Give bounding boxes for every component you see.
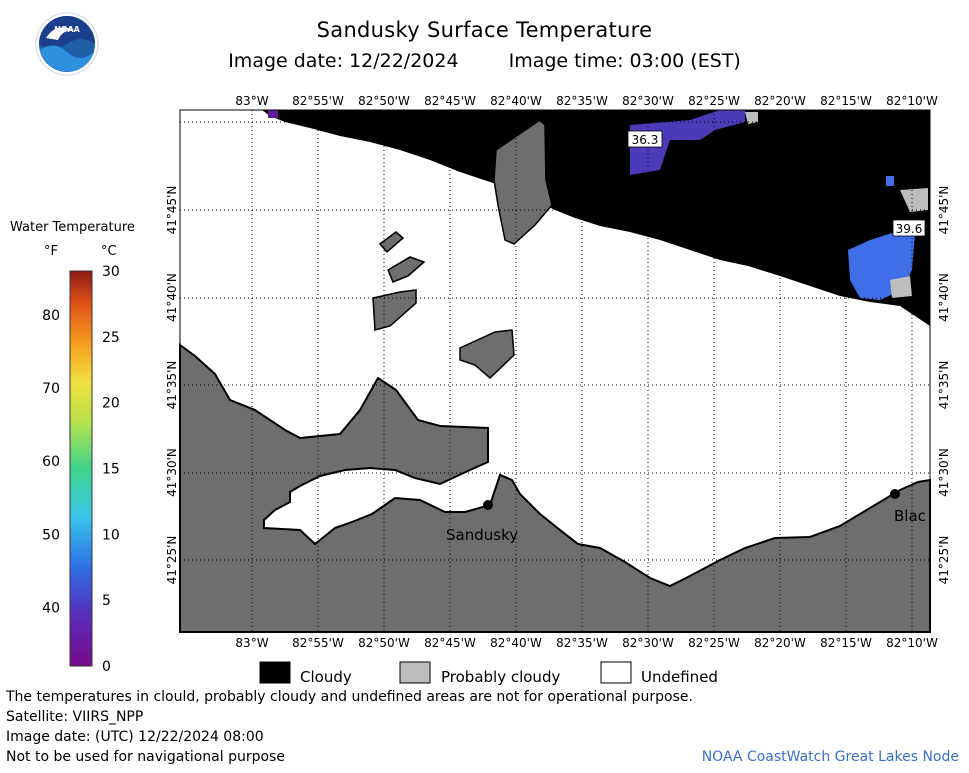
latitude-labels-left: 41°45'N 41°40'N 41°35'N 41°30'N 41°25'N: [165, 186, 179, 585]
longitude-label: 82°20'W: [754, 636, 806, 650]
legend-title: Water Temperature: [10, 220, 135, 235]
footer-utc-date: Image date: (UTC) 12/22/2024 08:00: [6, 729, 264, 745]
probably-cloudy-patch: [745, 112, 758, 124]
node-credit: NOAA CoastWatch Great Lakes Node: [701, 749, 959, 765]
island: [378, 231, 405, 254]
map-title: Sandusky Surface Temperature: [316, 18, 653, 42]
celsius-tick: 25: [102, 330, 120, 346]
longitude-label: 82°20'W: [754, 94, 806, 108]
longitude-label: 82°45'W: [424, 94, 476, 108]
footer-satellite: Satellite: VIIRS_NPP: [6, 709, 144, 725]
key-cloudy: Cloudy: [300, 668, 352, 686]
unit-celsius: °C: [101, 244, 117, 259]
map-area: [179, 109, 931, 633]
image-date: Image date: 12/22/2024: [228, 50, 459, 72]
latitude-label: 41°30'N: [165, 448, 179, 497]
undefined-swatch: [600, 661, 632, 684]
celsius-tick: 10: [102, 527, 120, 543]
longitude-label: 82°45'W: [424, 636, 476, 650]
probably-cloudy-patch: [890, 276, 912, 298]
celsius-tick: 0: [102, 659, 111, 675]
place-blac: Blac: [894, 507, 926, 525]
fahrenheit-tick: 70: [42, 381, 60, 397]
probably-cloudy-swatch: [399, 661, 431, 684]
longitude-label: 82°30'W: [622, 636, 674, 650]
key-probably-cloudy: Probably cloudy: [441, 668, 561, 686]
longitude-label: 82°35'W: [556, 636, 608, 650]
longitude-labels-top: 83°W 82°55'W 82°50'W 82°45'W 82°40'W 82°35'W 8…: [235, 94, 938, 108]
fahrenheit-tick: 60: [42, 454, 60, 470]
latitude-label: 41°30'N: [937, 448, 951, 497]
longitude-label: 82°35'W: [556, 94, 608, 108]
latitude-label: 41°35'N: [937, 361, 951, 410]
probably-cloudy-patch: [900, 188, 928, 212]
longitude-label: 82°25'W: [688, 94, 740, 108]
blac-marker: [890, 489, 900, 499]
celsius-tick: 5: [102, 593, 111, 609]
longitude-label: 82°30'W: [622, 94, 674, 108]
celsius-tick: 20: [102, 396, 120, 412]
island-kelleys: [493, 119, 553, 245]
fahrenheit-ticks: 40 50 60 70 80: [42, 308, 60, 617]
fahrenheit-tick: 40: [42, 600, 60, 616]
unit-fahrenheit: °F: [44, 244, 58, 259]
longitude-label: 82°40'W: [490, 636, 542, 650]
image-time: Image time: 03:00 (EST): [508, 50, 741, 72]
water-temp-patch: [268, 110, 278, 118]
latitude-label: 41°40'N: [937, 273, 951, 322]
fahrenheit-tick: 50: [42, 527, 60, 543]
fahrenheit-tick: 80: [42, 308, 60, 324]
latitude-label: 41°25'N: [937, 536, 951, 585]
temp-label-2: 39.6: [892, 219, 926, 237]
longitude-label: 83°W: [235, 94, 268, 108]
mainland: [179, 343, 931, 633]
longitude-label: 82°50'W: [358, 636, 410, 650]
longitude-label: 82°10'W: [886, 94, 938, 108]
noaa-logo: NOAA: [35, 12, 99, 76]
latitude-label: 41°45'N: [937, 186, 951, 235]
longitude-label: 82°40'W: [490, 94, 542, 108]
water-temp-patch: [630, 110, 745, 175]
temperature-colorbar: 40 50 60 70 80 0 5 10 15 20 25 30: [42, 264, 120, 675]
longitude-label: 82°55'W: [292, 94, 344, 108]
latitude-label: 41°25'N: [165, 536, 179, 585]
graticule: [180, 110, 930, 632]
place-sandusky: Sandusky: [446, 526, 518, 544]
sandusky-marker: [483, 500, 493, 510]
footer-navigation-note: Not to be used for navigational purpose: [6, 749, 285, 765]
longitude-label: 82°10'W: [886, 636, 938, 650]
celsius-tick: 15: [102, 462, 120, 478]
celsius-ticks: 0 5 10 15 20 25 30: [102, 264, 120, 675]
cloud-region: [262, 110, 930, 326]
island: [387, 256, 426, 283]
island: [372, 289, 417, 331]
latitude-label: 41°35'N: [165, 361, 179, 410]
longitude-label: 83°W: [235, 636, 268, 650]
svg-text:36.3: 36.3: [632, 133, 659, 147]
latitude-label: 41°45'N: [165, 186, 179, 235]
longitude-labels-bottom: 83°W 82°55'W 82°50'W 82°45'W 82°40'W 82°35'W 8…: [235, 636, 938, 650]
longitude-label: 82°50'W: [358, 94, 410, 108]
longitude-label: 82°55'W: [292, 636, 344, 650]
key-undefined: Undefined: [641, 668, 718, 686]
island: [459, 329, 515, 380]
latitude-label: 41°40'N: [165, 273, 179, 322]
water-temp-patch: [886, 176, 894, 186]
longitude-label: 82°15'W: [820, 636, 872, 650]
longitude-label: 82°25'W: [688, 636, 740, 650]
longitude-label: 82°15'W: [820, 94, 872, 108]
image-date-time: Image date: 12/22/2024 Image time: 03:00…: [0, 50, 969, 72]
svg-text:39.6: 39.6: [896, 222, 923, 236]
cloudy-swatch: [259, 661, 291, 684]
footer-disclaimer: The temperatures in clould, probably clo…: [6, 689, 693, 705]
temp-label-1: 36.3: [627, 130, 663, 148]
logo-text: NOAA: [54, 25, 80, 34]
latitude-labels-right: 41°45'N 41°40'N 41°35'N 41°30'N 41°25'N: [937, 186, 951, 585]
celsius-tick: 30: [102, 264, 120, 280]
